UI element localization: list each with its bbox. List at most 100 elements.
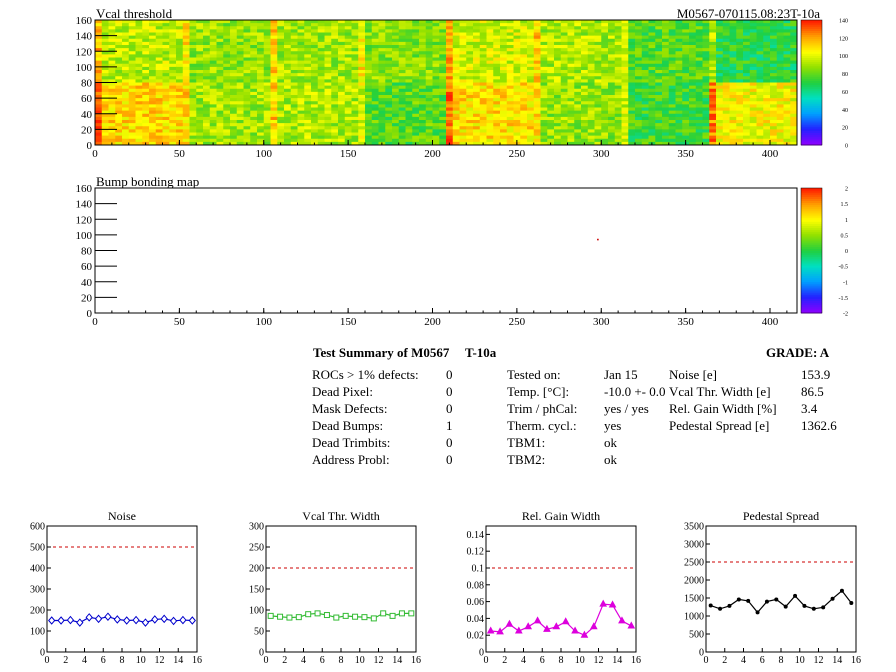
heatmap-cell [587,60,595,65]
heatmap-cell [608,79,616,83]
heatmap-cell [135,60,143,65]
x-tick-label: 4 [82,655,87,666]
heatmap-cell [763,26,771,30]
heatmap-cell [770,95,778,99]
heatmap-cell [716,79,724,83]
heatmap-cell [243,60,251,65]
heatmap-cell [338,45,346,49]
heatmap-cell [783,91,791,96]
heatmap-cell [743,73,751,77]
color-scale-band [801,260,822,264]
heatmap-cell [176,135,184,140]
heatmap-cell [540,35,548,40]
heatmap-cell [648,91,656,96]
heatmap-cell [709,123,717,127]
heatmap-cell [716,38,724,43]
heatmap-cell [500,57,508,62]
heatmap-cell [473,104,481,108]
heatmap-cell [493,123,501,127]
heatmap-cell [790,141,798,146]
heatmap-cell [351,38,359,43]
heatmap-cell [324,116,332,121]
heatmap-cell [169,63,177,68]
heatmap-cell [662,29,670,33]
heatmap-cell [716,91,724,96]
heatmap-cell [412,104,420,108]
heatmap-cell [122,85,130,90]
heatmap-cell [203,88,211,93]
data-point [811,606,816,611]
heatmap-cell [500,35,508,40]
heatmap-cell [196,123,204,127]
heatmap-cell [749,23,757,27]
heatmap-cell [115,51,123,55]
heatmap-cell [608,29,616,33]
heatmap-cell [743,126,751,130]
heatmap-cell [243,76,251,80]
heatmap-cell [533,101,541,105]
heatmap-cell [223,85,231,90]
heatmap-cell [95,88,103,93]
heatmap-cell [230,38,238,43]
heatmap-cell [182,26,190,30]
heatmap-cell [540,126,548,130]
heatmap-cell [621,107,629,112]
defect-label: Dead Bumps: [312,418,384,433]
heatmap-cell [743,110,751,115]
heatmap-cell [682,41,690,46]
heatmap-cell [716,129,724,133]
heatmap-cell [594,66,602,71]
x-tick-label: 14 [392,655,402,666]
heatmap-cell [162,48,170,52]
heatmap-cell [304,51,312,55]
heatmap-cell [236,107,244,112]
heatmap-cell [304,126,312,130]
data-point [169,616,178,626]
heatmap-cell [155,63,163,68]
heatmap-cell [446,95,454,99]
color-scale-band [801,215,822,218]
heatmap-cell [635,54,643,58]
heatmap-cell [95,41,103,46]
heatmap-cell [702,51,710,55]
heatmap-cell [601,116,609,121]
x-tick-label: 10 [795,655,805,666]
heatmap-cell [344,85,352,90]
heatmap-cell [398,76,406,80]
heatmap-cell [351,79,359,83]
heatmap-cell [452,141,460,146]
result-label: Vcal Thr. Width [e] [669,384,771,399]
heatmap-cell [763,57,771,62]
heatmap-cell [243,32,251,37]
color-scale-label: 140 [839,19,848,25]
heatmap-cell [223,126,231,130]
heatmap-cell [783,51,791,55]
heatmap-cell [756,113,764,118]
data-point [708,603,713,608]
heatmap-cell [641,38,649,43]
heatmap-cell [317,141,325,146]
heatmap-cell [331,20,339,24]
heatmap-cell [439,110,447,115]
heatmap-cell [101,79,109,83]
heatmap-cell [209,32,217,37]
heatmap-cell [108,45,116,49]
heatmap-cell [594,107,602,112]
heatmap-cell [162,88,170,93]
heatmap-cell [466,110,474,115]
heatmap-cell [452,76,460,80]
heatmap-cell [655,101,663,105]
heatmap-cell [169,132,177,137]
heatmap-cell [709,82,717,87]
heatmap-cell [331,88,339,93]
heatmap-cell [371,70,379,74]
heatmap-cell [419,82,427,87]
heatmap-cell [290,113,298,118]
heatmap-cell [324,123,332,127]
heatmap-cell [270,54,278,58]
heatmap-cell [378,95,386,99]
heatmap-cell [189,120,197,124]
heatmap-cell [371,141,379,146]
heatmap-cell [290,85,298,90]
